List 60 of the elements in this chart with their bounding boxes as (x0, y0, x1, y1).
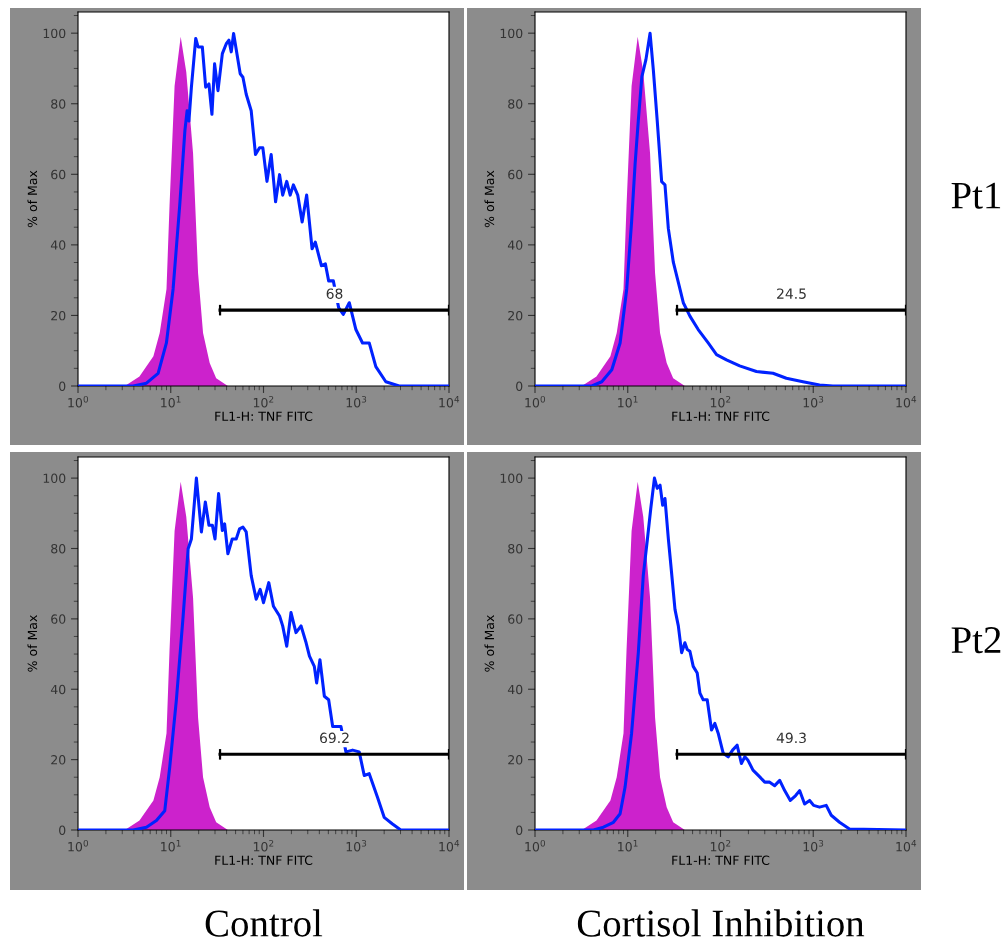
x-tick-label: 10$^{0}$ (68, 839, 89, 852)
x-tick-label: 10$^{4}$ (439, 396, 460, 408)
x-axis-title: FL1-H: TNF FITC (672, 411, 770, 421)
y-tick-label: 100 (500, 473, 523, 484)
x-tick-label: 10$^{2}$ (710, 839, 731, 852)
y-tick-label: 20 (508, 310, 523, 321)
x-tick-label: 10$^{1}$ (618, 840, 638, 852)
y-tick-label: 0 (516, 381, 523, 391)
text: Cortisol Inhibition (577, 909, 865, 937)
y-tick-label: 0 (59, 825, 66, 835)
y-axis-title: % of Max (484, 615, 495, 672)
annotation: 24.5 (777, 288, 806, 299)
x-tick-label: 10$^{3}$ (803, 839, 824, 852)
text: Control (205, 909, 323, 937)
y-tick-label: 60 (51, 614, 66, 624)
y-tick-label: 0 (516, 825, 523, 835)
y2-axis-title: Pt1 (951, 182, 1001, 209)
y2-axis-title: Pt2 (951, 627, 1001, 654)
x-tick-label: 10$^{4}$ (439, 840, 460, 852)
x-tick-label: 10$^{2}$ (253, 839, 274, 852)
x-tick-label: 10$^{3}$ (346, 395, 367, 408)
x-tick-label: 10$^{3}$ (803, 395, 824, 408)
y-axis-title: % of Max (484, 170, 495, 228)
y-tick-label: 80 (508, 543, 523, 554)
annotation: 69.2 (320, 732, 349, 744)
x-tick-label: 10$^{3}$ (346, 839, 367, 852)
y-tick-label: 100 (43, 28, 66, 39)
x-axis-title: FL1-H: TNF FITC (215, 855, 313, 865)
x-tick-label: 10$^{1}$ (161, 396, 181, 408)
y-axis-title: % of Max (27, 170, 38, 228)
y-tick-label: 20 (51, 755, 66, 765)
annotation: 68 (326, 288, 343, 299)
x-tick-label: 10$^{2}$ (253, 395, 274, 408)
y-tick-label: 40 (50, 684, 66, 695)
annotation: 49.3 (776, 732, 806, 744)
x-tick-label: 10$^{0}$ (68, 395, 89, 408)
x-tick-label: 10$^{4}$ (896, 840, 917, 852)
x-tick-label: 10$^{2}$ (710, 395, 731, 408)
y-tick-label: 80 (51, 543, 66, 554)
x-axis-title: FL1-H: TNF FITC (215, 411, 313, 421)
x-axis-title: FL1-H: TNF FITC (672, 855, 770, 865)
y-tick-label: 80 (508, 99, 523, 109)
y-tick-label: 60 (508, 614, 523, 624)
x-tick-label: 10$^{0}$ (525, 839, 546, 852)
y-tick-label: 100 (500, 28, 523, 39)
y-tick-label: 80 (51, 99, 66, 109)
x-tick-label: 10$^{0}$ (525, 395, 546, 408)
y-tick-label: 40 (507, 684, 523, 695)
y-tick-label: 60 (51, 169, 66, 180)
y-tick-label: 20 (508, 755, 523, 765)
y-tick-label: 60 (508, 169, 523, 180)
x-tick-label: 10$^{1}$ (618, 396, 638, 408)
y-tick-label: 40 (50, 240, 66, 250)
y-axis-title: % of Max (27, 615, 38, 672)
y-tick-label: 100 (43, 473, 66, 484)
y-tick-label: 0 (59, 381, 66, 391)
x-tick-label: 10$^{1}$ (161, 840, 181, 852)
y-tick-label: 20 (51, 310, 66, 321)
y-tick-label: 40 (507, 240, 523, 250)
x-tick-label: 10$^{4}$ (896, 396, 917, 408)
